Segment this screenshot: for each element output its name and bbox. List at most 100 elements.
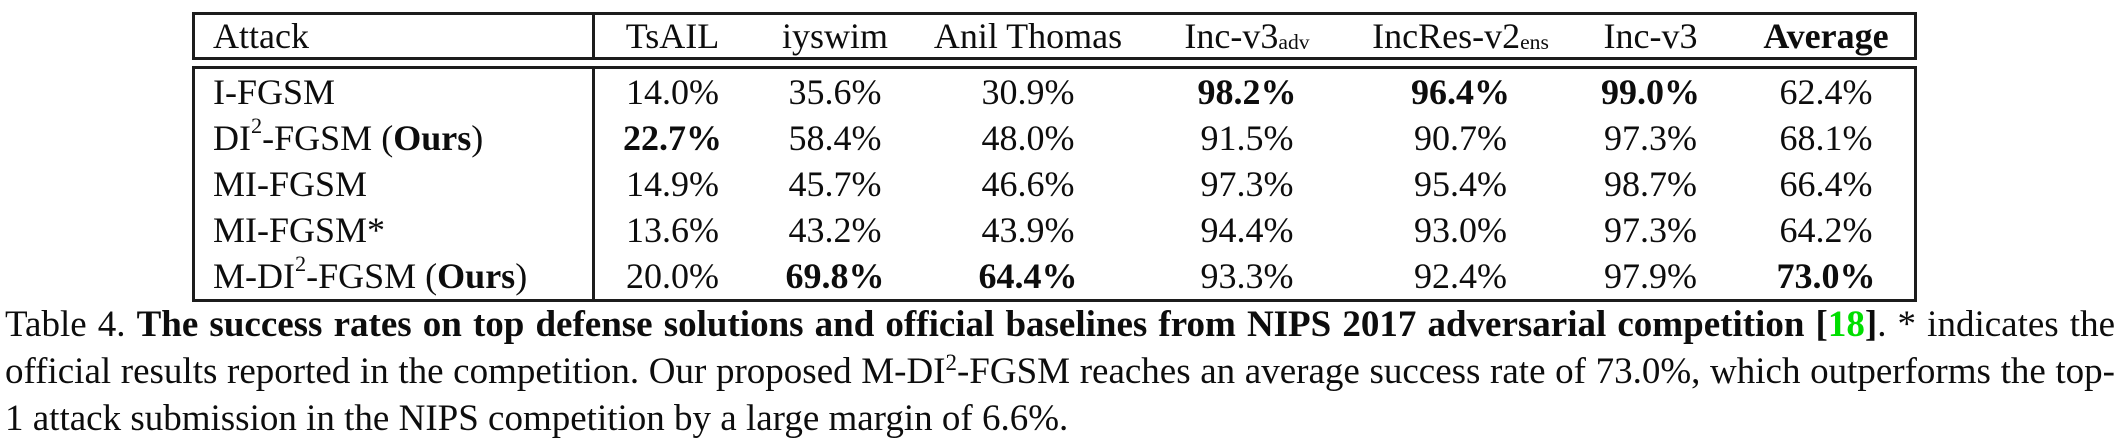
value-cell: 43.9% [920, 207, 1136, 253]
text-segment: I-FGSM [213, 72, 336, 112]
value-text: 68.1% [1779, 118, 1873, 158]
text-segment: DI [213, 118, 251, 158]
text-segment: The success rates on top defense solutio… [136, 304, 1828, 345]
value-cell: 98.2% [1136, 69, 1358, 115]
value-cell: 93.3% [1136, 253, 1358, 299]
value-text: 58.4% [788, 118, 882, 158]
value-text: 64.2% [1779, 210, 1873, 250]
value-cell: 62.4% [1738, 69, 1914, 115]
value-text: 46.6% [981, 164, 1075, 204]
value-text: 94.4% [1200, 210, 1294, 250]
column-header-attack: Attack [195, 15, 595, 57]
column-header-label: Inc-v3 [1603, 16, 1698, 56]
text-segment: ) [471, 118, 484, 158]
text-segment: Ours [393, 118, 472, 158]
value-cell: 92.4% [1358, 253, 1563, 299]
value-text: 13.6% [626, 210, 719, 250]
value-cell: 46.6% [920, 161, 1136, 207]
value-text: 64.4% [978, 256, 1078, 296]
value-cell: 97.3% [1136, 161, 1358, 207]
table-row: I-FGSM 14.0% 35.6% 30.9% 98.2% 96.4% 99.0% 62.4… [195, 69, 1914, 115]
value-cell: 43.2% [750, 207, 920, 253]
text-segment: . * indicates the official results repor… [5, 304, 2115, 392]
value-text: 43.9% [981, 210, 1075, 250]
text-segment: ] [1864, 304, 1878, 345]
value-text: 35.6% [788, 72, 882, 112]
value-cell: 97.3% [1563, 115, 1738, 161]
value-text: 93.0% [1414, 210, 1507, 250]
value-cell: 14.0% [595, 69, 750, 115]
value-cell: 14.9% [595, 161, 750, 207]
value-text: 96.4% [1411, 72, 1510, 112]
value-cell: 91.5% [1136, 115, 1358, 161]
value-cell: 69.8% [750, 253, 920, 299]
text-segment: 2 [945, 350, 957, 376]
column-header-average: Average [1738, 15, 1914, 57]
column-header-label: TsAIL [625, 16, 720, 56]
table-row: M-DI 2 -FGSM (Ours) 20.0% 69.8% 64.4% 93.3% 92.… [195, 252, 1914, 299]
text-segment: 18 [1827, 304, 1865, 345]
value-text: 93.3% [1200, 256, 1294, 296]
column-header-incres-v2ens: IncRes-v2 ens [1372, 16, 1549, 56]
value-cell: 68.1% [1738, 115, 1914, 161]
value-cell: 22.7% [595, 115, 750, 161]
value-cell: 97.3% [1563, 207, 1738, 253]
text-segment: Ours [437, 256, 516, 296]
text-segment: -FGSM ( [306, 256, 438, 296]
value-text: 91.5% [1200, 118, 1294, 158]
value-cell: 66.4% [1738, 161, 1914, 207]
value-cell: 48.0% [920, 115, 1136, 161]
value-text: 92.4% [1414, 256, 1507, 296]
value-text: 14.0% [626, 72, 719, 112]
text-segment: -FGSM ( [262, 118, 394, 158]
attack-name-cell: MI-FGSM [195, 161, 595, 207]
value-text: 97.3% [1200, 164, 1294, 204]
value-text: 62.4% [1779, 72, 1873, 112]
table-caption: Table 4. The success rates on top defens… [5, 301, 2115, 439]
value-text: 98.7% [1604, 164, 1697, 204]
value-cell: 64.4% [920, 253, 1136, 299]
attack-name-cell: M-DI 2 -FGSM (Ours) [195, 252, 595, 299]
attack-name-cell: MI-FGSM* [195, 207, 595, 253]
value-text: 14.9% [626, 164, 719, 204]
value-cell: 97.9% [1563, 253, 1738, 299]
value-cell: 30.9% [920, 69, 1136, 115]
value-cell: 64.2% [1738, 207, 1914, 253]
value-cell: 94.4% [1136, 207, 1358, 253]
text-segment: -FGSM reaches an average success rate of… [5, 351, 2116, 439]
text-segment: Table 4. [5, 304, 137, 345]
column-header-anil-thomas: Anil Thomas [920, 15, 1136, 57]
value-cell: 96.4% [1358, 69, 1563, 115]
text-segment: ) [515, 256, 528, 296]
table-header: Attack TsAIL iyswim Anil Thomas Inc-v3 adv Inc… [192, 12, 1917, 60]
value-text: 73.0% [1776, 256, 1876, 296]
value-text: 98.2% [1197, 72, 1297, 112]
value-cell: 98.7% [1563, 161, 1738, 207]
column-header-tsail: TsAIL [595, 15, 750, 57]
column-header-label: Inc-v3 [1184, 16, 1279, 56]
column-header-label: Anil Thomas [933, 16, 1123, 56]
column-header-inc-v3adv: Inc-v3 adv [1184, 16, 1310, 56]
value-text: 69.8% [785, 256, 885, 296]
column-header-iyswim: iyswim [750, 15, 920, 57]
value-cell: 99.0% [1563, 69, 1738, 115]
column-header-label: Average [1763, 16, 1889, 56]
value-text: 99.0% [1601, 72, 1700, 112]
value-text: 97.3% [1604, 210, 1697, 250]
value-cell: 90.7% [1358, 115, 1563, 161]
column-header-label: iyswim [781, 16, 888, 56]
value-cell: 93.0% [1358, 207, 1563, 253]
text-segment: MI-FGSM [213, 164, 368, 204]
column-header-inc-v3: Inc-v3 [1563, 15, 1738, 57]
value-text: 90.7% [1414, 118, 1507, 158]
value-text: 48.0% [981, 118, 1075, 158]
results-table: Attack TsAIL iyswim Anil Thomas Inc-v3 adv Inc… [192, 12, 1917, 302]
value-text: 45.7% [788, 164, 882, 204]
value-text: 95.4% [1414, 164, 1507, 204]
value-cell: 35.6% [750, 69, 920, 115]
table-body: I-FGSM 14.0% 35.6% 30.9% 98.2% 96.4% 99.0% 62.4… [192, 66, 1917, 302]
value-cell: 73.0% [1738, 253, 1914, 299]
table-row: MI-FGSM* 13.6% 43.2% 43.9% 94.4% 93.0% 97.3% 64… [195, 207, 1914, 253]
attack-name-cell: DI 2 -FGSM (Ours) [195, 114, 595, 161]
